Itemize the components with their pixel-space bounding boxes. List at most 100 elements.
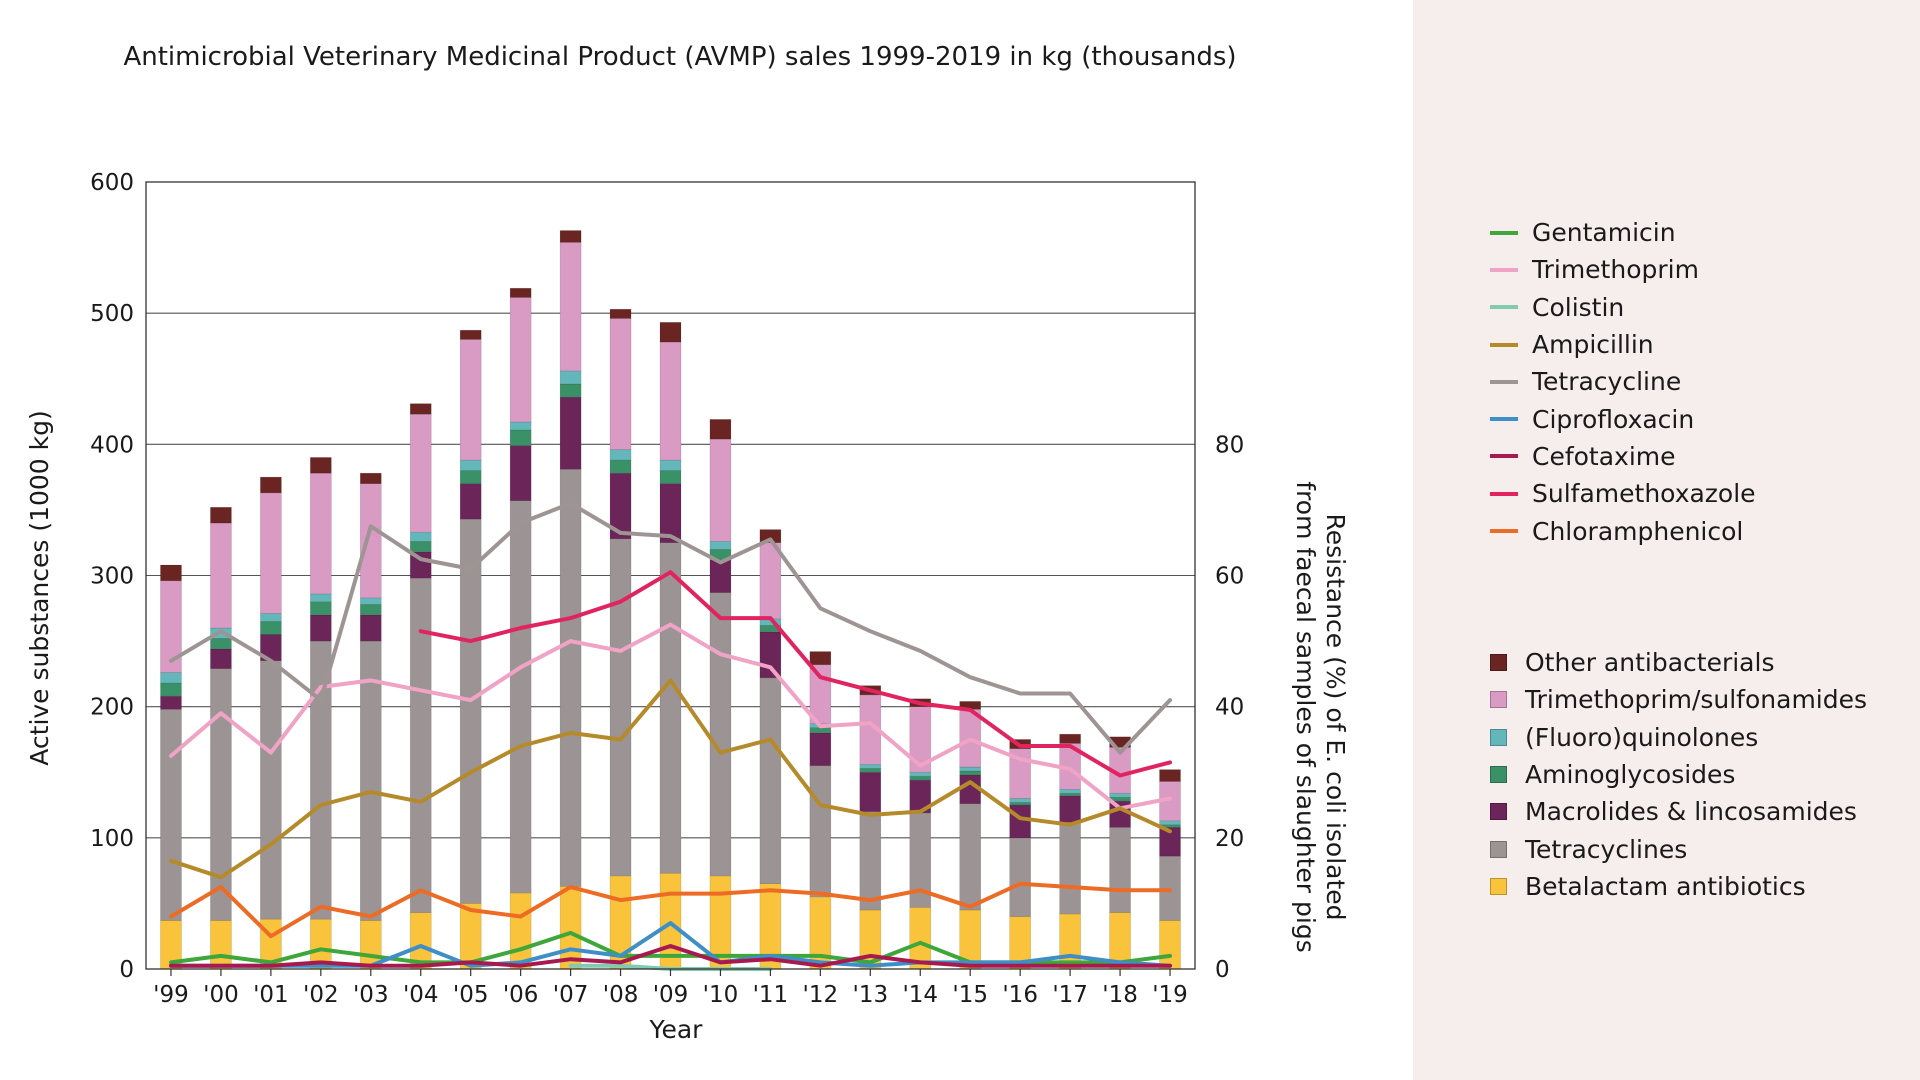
legend-label: Trimethoprim bbox=[1532, 255, 1699, 285]
legend-label: Tetracyclines bbox=[1525, 834, 1688, 864]
legend-item-bar: Trimethoprim/sulfonamides bbox=[1490, 681, 1867, 718]
legend-line-swatch bbox=[1490, 305, 1518, 310]
bar-segment bbox=[359, 614, 382, 642]
bar-segment bbox=[509, 297, 532, 423]
bar-segment bbox=[559, 396, 582, 470]
bar-segment bbox=[359, 604, 382, 616]
bar-segment bbox=[809, 727, 832, 734]
legend-line-swatch bbox=[1490, 267, 1518, 272]
series-line bbox=[169, 921, 1172, 968]
legend-box-swatch bbox=[1490, 877, 1507, 895]
bar-segment bbox=[509, 445, 532, 502]
bar-segment bbox=[559, 242, 582, 372]
legend-line-swatch bbox=[1490, 342, 1518, 347]
legend-item-line: Ampicillin bbox=[1490, 326, 1756, 363]
bar-segment bbox=[260, 613, 282, 622]
legend-line-swatch bbox=[1490, 454, 1518, 459]
bar-segment bbox=[160, 564, 182, 582]
legend-item-bar: (Fluoro)quinolones bbox=[1490, 719, 1867, 756]
legend-label: Chloramphenicol bbox=[1532, 516, 1744, 546]
x-tick-label: '99 bbox=[153, 982, 189, 1008]
x-tick-label: '17 bbox=[1052, 982, 1088, 1008]
legend-label: Gentamicin bbox=[1532, 218, 1676, 248]
x-tick-label: '14 bbox=[902, 982, 938, 1008]
bar-segment bbox=[609, 459, 632, 474]
right-y-tick-label: 80 bbox=[1215, 432, 1244, 458]
bar-segment bbox=[160, 672, 182, 684]
bar-segment bbox=[459, 329, 482, 340]
bar-segment bbox=[709, 438, 732, 542]
bar-segment bbox=[210, 506, 232, 524]
bar-segment bbox=[409, 541, 432, 553]
bar-segment bbox=[459, 518, 482, 904]
x-tick-label: '06 bbox=[503, 982, 539, 1008]
bar-segment bbox=[559, 230, 582, 243]
x-tick-label: '00 bbox=[203, 982, 239, 1008]
x-tick-label: '05 bbox=[453, 982, 489, 1008]
bar-segment bbox=[559, 383, 582, 398]
x-tick-label: '04 bbox=[403, 982, 439, 1008]
bar-segment bbox=[909, 771, 932, 777]
legend-item-line: Sulfamethoxazole bbox=[1490, 475, 1756, 512]
bar-segment bbox=[609, 449, 632, 461]
bar-segment bbox=[859, 768, 882, 773]
bar-segment bbox=[559, 468, 582, 887]
legend-line-swatch bbox=[1490, 491, 1518, 496]
bar-segment bbox=[1059, 795, 1081, 823]
bar-segment bbox=[310, 640, 332, 920]
bar-segment bbox=[609, 538, 632, 877]
series-line bbox=[169, 501, 1172, 755]
bar-segment bbox=[959, 803, 982, 911]
legend-item-bar: Betalactam antibiotics bbox=[1490, 868, 1867, 905]
bar-segment bbox=[1159, 920, 1181, 970]
series-line bbox=[169, 622, 1172, 811]
y-tick-label: 100 bbox=[90, 826, 134, 852]
bar-segment bbox=[310, 601, 332, 616]
bar-segment bbox=[310, 614, 332, 642]
bar-segment bbox=[759, 542, 782, 620]
legend-box-swatch bbox=[1490, 728, 1507, 746]
bar-segment bbox=[1009, 837, 1031, 917]
bar-segment bbox=[509, 892, 532, 970]
legend-sales-bars: Other antibacterials Trimethoprim/sulfona… bbox=[1490, 644, 1867, 905]
right-axis-label-line-1: Resistance (%) of E. coli isolated bbox=[1321, 513, 1350, 920]
bar-segment bbox=[160, 695, 182, 710]
bar-segment bbox=[210, 522, 232, 629]
x-tick-label: '11 bbox=[753, 982, 789, 1008]
bar-segment bbox=[210, 668, 232, 921]
legend-box-swatch bbox=[1490, 766, 1507, 784]
legend-item-line: Gentamicin bbox=[1490, 214, 1756, 251]
x-tick-label: '19 bbox=[1152, 982, 1188, 1008]
bar-segment bbox=[659, 341, 682, 461]
bar-segment bbox=[260, 621, 282, 635]
bar-segment bbox=[759, 631, 782, 679]
bar-segment bbox=[359, 472, 382, 484]
bar-segment bbox=[1059, 821, 1081, 915]
legend-label: Macrolides & lincosamides bbox=[1525, 797, 1857, 827]
x-tick-label: '10 bbox=[703, 982, 739, 1008]
x-tick-label: '03 bbox=[353, 982, 389, 1008]
right-y-tick-label: 0 bbox=[1215, 957, 1230, 983]
bar-segment bbox=[1059, 792, 1081, 797]
y-tick-label: 600 bbox=[90, 170, 134, 196]
bar-segment bbox=[1159, 769, 1181, 782]
right-y-tick-label: 60 bbox=[1215, 564, 1244, 590]
legend-label: Other antibacterials bbox=[1525, 648, 1775, 678]
bar-segment bbox=[909, 775, 932, 781]
x-tick-label: '09 bbox=[653, 982, 689, 1008]
bar-segment bbox=[459, 483, 482, 520]
bar-segment bbox=[459, 339, 482, 461]
bar-segment bbox=[210, 638, 232, 650]
bar-segment bbox=[609, 308, 632, 319]
legend-label: (Fluoro)quinolones bbox=[1525, 722, 1759, 752]
bar-segment bbox=[310, 593, 332, 603]
bar-segment bbox=[659, 542, 682, 874]
bar-segment bbox=[959, 766, 982, 772]
series-line bbox=[169, 678, 1172, 880]
y-tick-label: 400 bbox=[90, 432, 134, 458]
bar-segment bbox=[859, 771, 882, 812]
bar-segment bbox=[260, 492, 282, 614]
right-axis-label-line-2: from faecal samples of slaughter pigs bbox=[1291, 481, 1320, 952]
bar-segment bbox=[409, 403, 432, 415]
legend-line-swatch bbox=[1490, 230, 1518, 235]
